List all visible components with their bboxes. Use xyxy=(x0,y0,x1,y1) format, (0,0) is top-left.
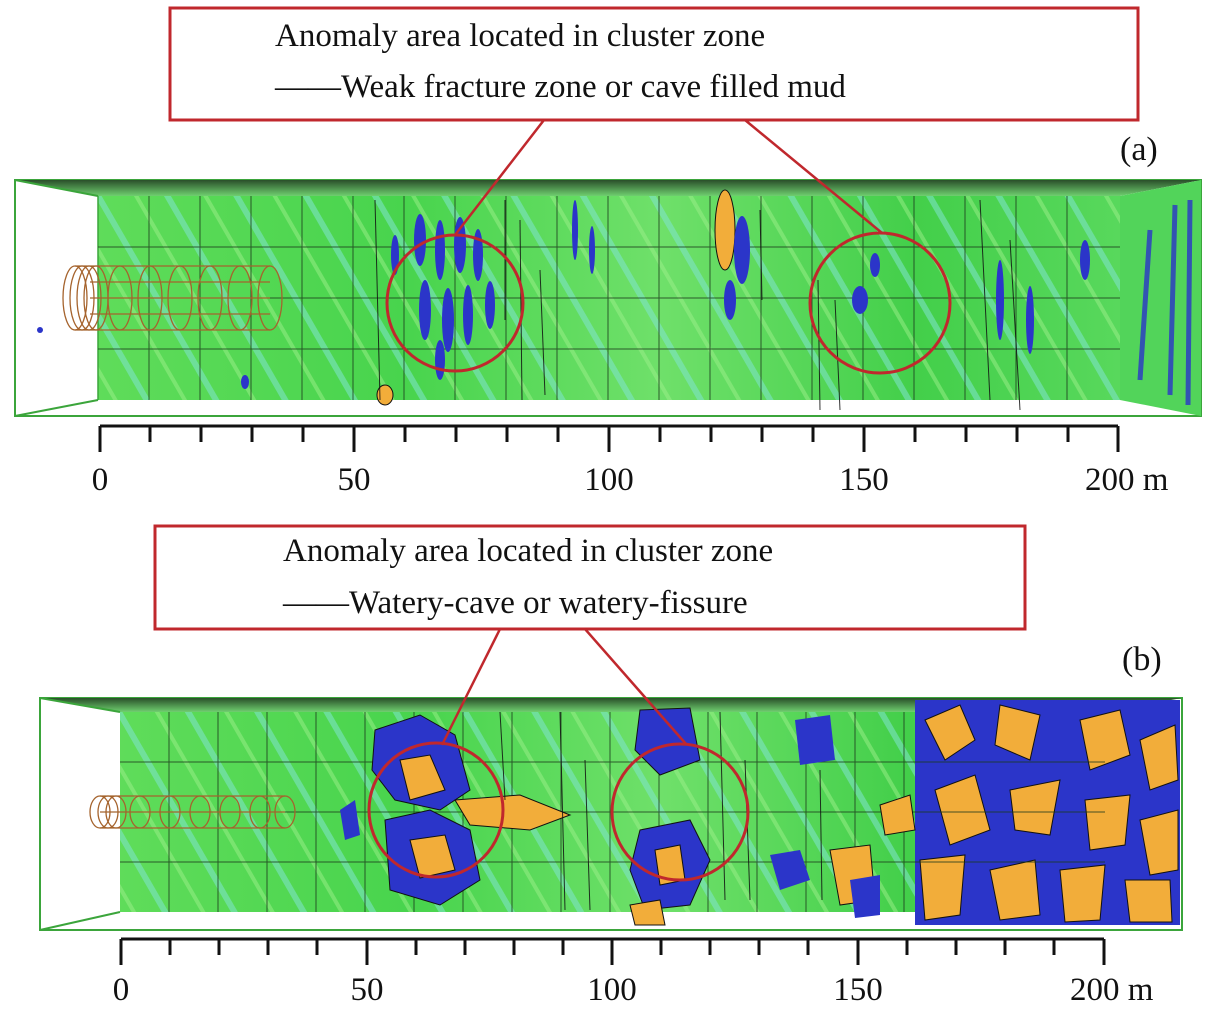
callout-a: Anomaly area located in cluster zone ——W… xyxy=(168,6,1140,122)
callout-line-2: ——Weak fracture zone or cave filled mud xyxy=(274,69,846,105)
panel-label: (a) xyxy=(1120,131,1158,168)
panel-b: Anomaly area located in cluster zone ——W… xyxy=(39,524,1183,1008)
tick-label: 150 xyxy=(839,462,889,498)
callout-line-1: Anomaly area located in cluster zone xyxy=(275,18,765,54)
callout-box xyxy=(153,524,1027,631)
tick-label: 200 m xyxy=(1070,972,1154,1008)
tunnel-model xyxy=(62,265,283,331)
tick-label: 150 xyxy=(833,972,883,1008)
anomaly-cluster xyxy=(37,189,1090,406)
model-b xyxy=(39,697,1183,931)
circled-zone xyxy=(367,741,505,879)
distance-axis xyxy=(98,424,1120,452)
tunnel-model xyxy=(89,795,296,829)
model-a xyxy=(14,179,1202,417)
callout-b: Anomaly area located in cluster zone ——W… xyxy=(153,524,1027,631)
tick-label: 50 xyxy=(338,462,371,498)
distance-axis xyxy=(119,937,1106,965)
callout-box xyxy=(168,6,1140,122)
tick-label: 200 m xyxy=(1085,462,1169,498)
panel-a: Anomaly area located in cluster zone ——W… xyxy=(14,6,1202,498)
tick-label: 50 xyxy=(351,972,384,1008)
panel-label: (b) xyxy=(1122,641,1162,678)
callout-line-1: Anomaly area located in cluster zone xyxy=(283,533,773,569)
tick-label: 0 xyxy=(113,972,130,1008)
tick-label: 100 xyxy=(584,462,634,498)
tick-label: 0 xyxy=(92,462,109,498)
tick-label: 100 xyxy=(587,972,637,1008)
anomaly-cluster xyxy=(340,707,916,926)
circled-zone xyxy=(808,231,952,375)
circled-zone xyxy=(610,742,750,882)
callout-line-2: ——Watery-cave or watery-fissure xyxy=(282,585,748,621)
